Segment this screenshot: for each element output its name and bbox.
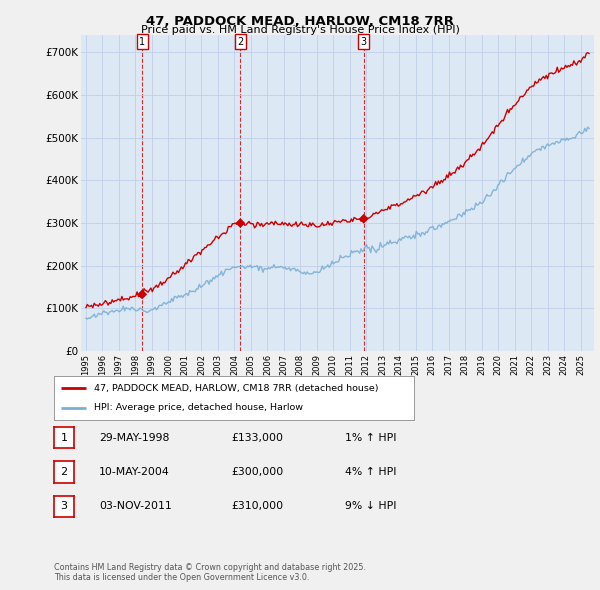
Text: £310,000: £310,000 [231,502,283,511]
Text: £300,000: £300,000 [231,467,283,477]
Text: 2: 2 [237,37,244,47]
Text: 29-MAY-1998: 29-MAY-1998 [99,433,169,442]
Point [236,218,245,228]
Text: 47, PADDOCK MEAD, HARLOW, CM18 7RR (detached house): 47, PADDOCK MEAD, HARLOW, CM18 7RR (deta… [94,384,378,393]
Text: 9% ↓ HPI: 9% ↓ HPI [345,502,397,511]
Text: 1% ↑ HPI: 1% ↑ HPI [345,433,397,442]
Text: This data is licensed under the Open Government Licence v3.0.: This data is licensed under the Open Gov… [54,573,310,582]
Text: 1: 1 [61,433,67,442]
Text: Price paid vs. HM Land Registry's House Price Index (HPI): Price paid vs. HM Land Registry's House … [140,25,460,35]
Text: 10-MAY-2004: 10-MAY-2004 [99,467,170,477]
Text: 3: 3 [361,37,367,47]
Point [359,214,368,224]
Text: 1: 1 [139,37,145,47]
Text: HPI: Average price, detached house, Harlow: HPI: Average price, detached house, Harl… [94,403,302,412]
Text: Contains HM Land Registry data © Crown copyright and database right 2025.: Contains HM Land Registry data © Crown c… [54,563,366,572]
Text: 47, PADDOCK MEAD, HARLOW, CM18 7RR: 47, PADDOCK MEAD, HARLOW, CM18 7RR [146,15,454,28]
Text: 3: 3 [61,502,67,511]
Text: 03-NOV-2011: 03-NOV-2011 [99,502,172,511]
Text: 4% ↑ HPI: 4% ↑ HPI [345,467,397,477]
Text: £133,000: £133,000 [231,433,283,442]
Text: 2: 2 [61,467,67,477]
Point [137,290,147,299]
